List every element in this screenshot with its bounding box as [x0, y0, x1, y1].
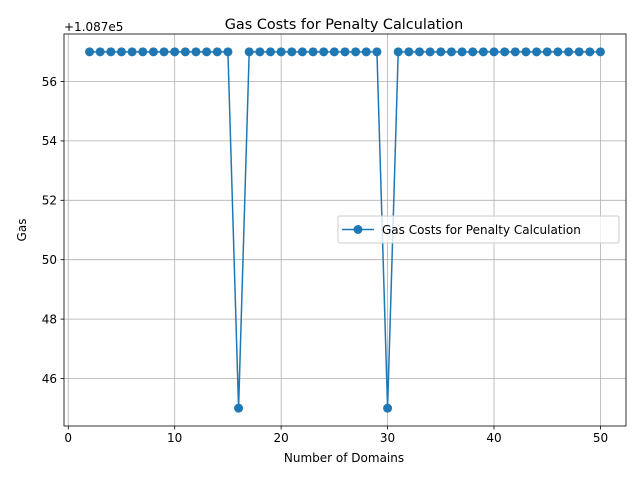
legend: Gas Costs for Penalty Calculation [337, 215, 620, 244]
y-axis-label: Gas [15, 219, 29, 242]
y-tick-label: 52 [42, 194, 57, 208]
data-point [276, 47, 286, 57]
data-point [116, 47, 126, 57]
data-point [297, 47, 307, 57]
data-point [202, 47, 212, 57]
data-point [553, 47, 563, 57]
data-point [415, 47, 425, 57]
y-axis-ticks: 46 48 50 52 54 56 [42, 75, 64, 386]
x-tick-label: 20 [273, 431, 288, 445]
data-point [393, 47, 403, 57]
legend-box [337, 215, 620, 244]
data-point [585, 47, 595, 57]
data-point [255, 47, 265, 57]
data-point [468, 47, 478, 57]
grid-lines [64, 34, 626, 426]
data-point [319, 47, 329, 57]
y-offset-label: +1.087e5 [64, 20, 123, 34]
data-point [170, 47, 180, 57]
data-point [574, 47, 584, 57]
data-point [127, 47, 137, 57]
data-point [478, 47, 488, 57]
x-tick-label: 0 [64, 431, 72, 445]
data-point [180, 47, 190, 57]
data-point [489, 47, 499, 57]
data-point [95, 47, 105, 57]
y-tick-label: 54 [42, 134, 57, 148]
y-tick-label: 56 [42, 75, 57, 89]
y-tick-label: 48 [42, 312, 57, 326]
y-tick-label: 50 [42, 253, 57, 267]
data-point [287, 47, 297, 57]
data-point [212, 47, 222, 57]
data-point [148, 47, 158, 57]
legend-marker-sample [353, 225, 363, 234]
data-point [542, 47, 552, 57]
data-point [372, 47, 382, 57]
chart-title: Gas Costs for Penalty Calculation [225, 17, 463, 33]
data-point [425, 47, 435, 57]
x-axis-ticks: 0 10 20 30 40 50 [64, 426, 608, 445]
data-point [510, 47, 520, 57]
y-tick-label: 46 [42, 372, 57, 386]
data-point [361, 47, 371, 57]
data-point [159, 47, 169, 57]
data-point [595, 47, 605, 57]
data-point [265, 47, 275, 57]
data-point [446, 47, 456, 57]
x-tick-label: 50 [593, 431, 608, 445]
data-point [85, 47, 95, 57]
x-axis-label: Number of Domains [284, 451, 404, 465]
data-point [223, 47, 233, 57]
data-point [564, 47, 574, 57]
data-point [351, 47, 361, 57]
data-point [500, 47, 510, 57]
data-point [308, 47, 318, 57]
data-point [329, 47, 339, 57]
data-point [436, 47, 446, 57]
data-point [340, 47, 350, 57]
data-point [383, 403, 393, 413]
data-point [244, 47, 254, 57]
data-point [521, 47, 531, 57]
x-tick-label: 30 [380, 431, 395, 445]
x-tick-label: 10 [167, 431, 182, 445]
data-point [138, 47, 148, 57]
legend-label: Gas Costs for Penalty Calculation [382, 223, 581, 237]
x-tick-label: 40 [486, 431, 501, 445]
data-point [457, 47, 467, 57]
data-point [532, 47, 542, 57]
series-layer [85, 47, 605, 413]
plot-frame [63, 33, 627, 427]
data-point [404, 47, 414, 57]
data-point [191, 47, 201, 57]
data-point [234, 403, 244, 413]
data-point [106, 47, 116, 57]
